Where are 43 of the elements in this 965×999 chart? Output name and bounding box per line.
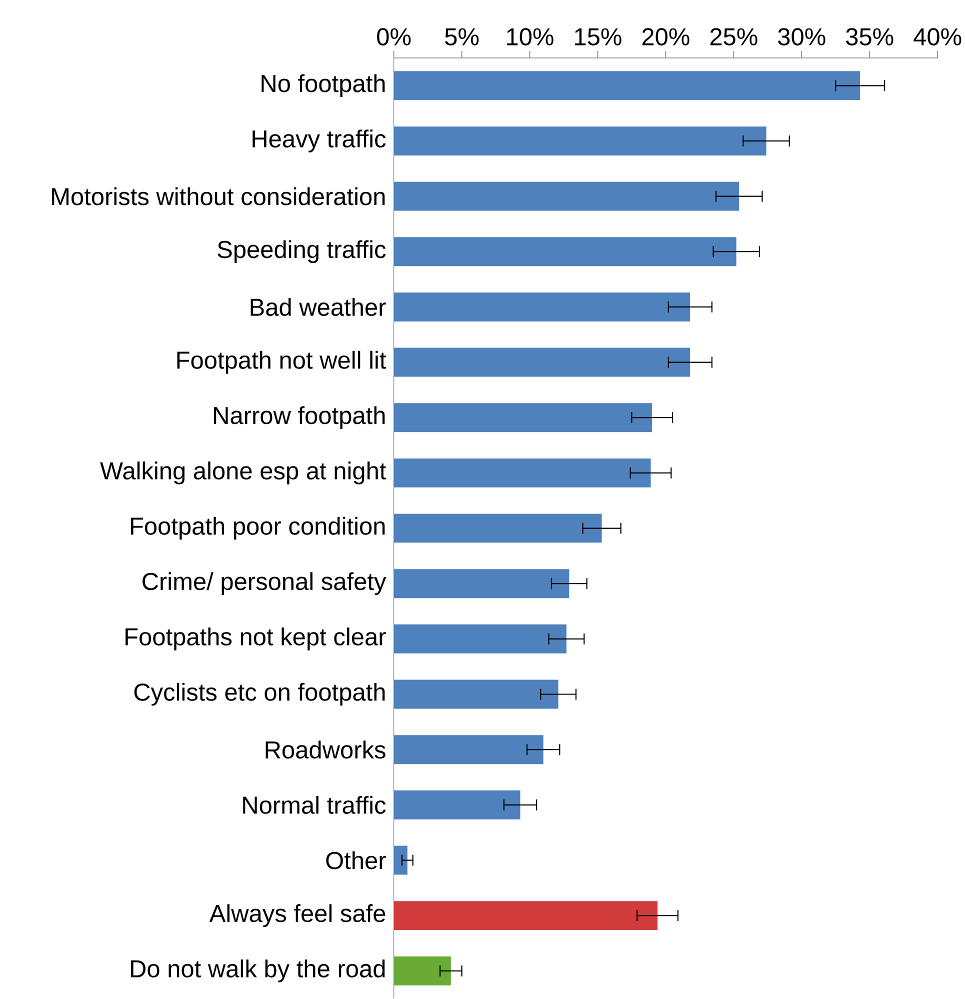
bar <box>394 790 520 820</box>
bar <box>394 735 544 764</box>
x-tick-label: 30% <box>778 28 826 46</box>
y-tick-label: Speeding traffic <box>217 240 386 264</box>
y-tick-label: Always feel safe <box>209 904 385 927</box>
x-tick-label: 0% <box>376 28 410 46</box>
bar <box>394 237 736 266</box>
x-tick-label: 35% <box>846 28 894 46</box>
bar <box>394 182 739 211</box>
bar <box>394 348 690 377</box>
bar <box>394 126 766 156</box>
y-tick-label: Narrow footpath <box>214 406 384 430</box>
bar <box>394 680 558 709</box>
x-tick-label: 25% <box>710 28 758 46</box>
y-tick-label: Footpath not well lit <box>177 350 386 374</box>
y-tick-label: Do not walk by the road <box>130 959 384 982</box>
x-tick-label: 40% <box>913 28 961 46</box>
y-tick-label: Motorists without consideration <box>52 187 384 206</box>
bar <box>394 569 569 598</box>
y-tick-label: Crime/ personal safety <box>142 572 386 596</box>
y-tick-label: Walking alone esp at night <box>100 462 386 484</box>
y-tick-label: Footpath poor condition <box>130 516 384 540</box>
x-tick-label: 10% <box>506 28 554 46</box>
bar <box>394 403 652 432</box>
bar <box>394 458 651 488</box>
y-tick-label: Bad weather <box>250 298 386 316</box>
y-tick-label: No footpath <box>261 74 384 98</box>
bar <box>394 901 658 930</box>
y-tick-label: Footpaths not kept clear <box>125 628 386 650</box>
bar <box>394 624 566 654</box>
bar <box>394 71 860 100</box>
bar <box>394 514 602 543</box>
y-tick-label: Normal traffic <box>242 796 386 814</box>
bar <box>394 846 408 875</box>
x-tick-label: 20% <box>642 28 690 46</box>
y-tick-label: Cyclists etc on footpath <box>134 682 384 706</box>
bar <box>394 956 451 986</box>
y-tick-label: Roadworks <box>266 740 386 759</box>
y-tick-label: Heavy traffic <box>252 130 386 152</box>
y-tick-label: Other <box>326 851 386 870</box>
x-tick-label: 5% <box>444 28 478 46</box>
x-tick-label: 15% <box>574 28 622 46</box>
bar <box>394 292 690 322</box>
